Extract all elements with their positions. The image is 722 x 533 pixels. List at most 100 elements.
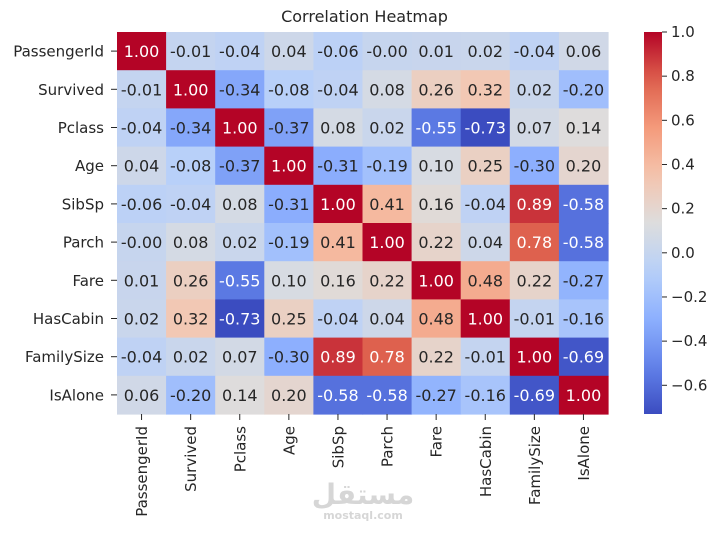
cell-value-label: 0.16 <box>320 271 356 290</box>
cell-value-label: -0.01 <box>121 80 162 99</box>
heatmap-cell <box>166 261 216 300</box>
heatmap-cell <box>117 32 167 71</box>
cell-value-label: -0.06 <box>121 195 162 214</box>
cell-value-label: -0.06 <box>317 42 358 61</box>
colorbar-tick-label: 0.6 <box>671 111 695 129</box>
heatmap-cell <box>558 70 609 109</box>
row-label: Fare <box>72 272 104 290</box>
heatmap-cell <box>264 146 314 186</box>
cell-value-label: -0.04 <box>465 195 506 214</box>
heatmap-cell <box>558 32 609 71</box>
cell-value-label: 0.02 <box>222 233 258 252</box>
cell-value-label: -0.00 <box>366 42 407 61</box>
cell-value-label: -0.73 <box>219 310 260 329</box>
cell-value-label: 0.22 <box>517 271 553 290</box>
heatmap-cell <box>411 32 462 71</box>
cell-value-label: -0.37 <box>268 119 309 138</box>
heatmap-cell <box>509 299 560 339</box>
heatmap-cell <box>558 375 609 415</box>
heatmap-cell <box>215 261 265 300</box>
heatmap-cell <box>362 337 413 377</box>
heatmap-cell <box>558 261 609 300</box>
heatmap-cell <box>362 32 413 71</box>
heatmap-cell <box>509 70 560 109</box>
cell-value-label: 0.06 <box>566 42 602 61</box>
heatmap-cell <box>215 32 265 71</box>
cell-value-label: -0.04 <box>514 42 555 61</box>
heatmap-cell <box>558 337 609 377</box>
watermark-arabic: مستقل <box>312 478 414 511</box>
cell-value-label: 0.01 <box>418 42 454 61</box>
heatmap-cell <box>117 261 167 300</box>
heatmap-cell <box>264 184 314 224</box>
column-label: IsAlone <box>575 426 593 481</box>
cell-value-label: -0.04 <box>121 119 162 138</box>
cell-value-label: 1.00 <box>467 310 503 329</box>
column-labels: PassengerId Survived Pclass Age SibSp Parch Fa… <box>133 414 593 517</box>
heatmap-cell <box>558 108 609 148</box>
heatmap-cell <box>509 337 560 377</box>
heatmap-cell <box>558 223 609 262</box>
watermark-logo: مستقل mostaql.com <box>312 478 414 522</box>
cell-value-label: -0.19 <box>366 157 407 176</box>
cell-value-label: -0.58 <box>563 195 604 214</box>
cell-value-label: 0.01 <box>124 271 160 290</box>
row-label: Survived <box>38 81 104 99</box>
heatmap-cell <box>215 70 265 109</box>
cell-value-label: 1.00 <box>222 119 258 138</box>
colorbar-ticks: 1.0 0.8 0.6 0.4 0.2 0.0 −0.2 −0.4 −0.6 <box>662 23 707 394</box>
cell-value-label: 0.02 <box>369 119 405 138</box>
heatmap-cell <box>166 375 216 415</box>
heatmap-cell <box>460 184 511 224</box>
cell-value-label: 0.10 <box>418 157 454 176</box>
heatmap-cell <box>460 261 511 300</box>
colorbar-tick-label: −0.6 <box>671 376 707 394</box>
cell-value-label: 0.41 <box>320 233 356 252</box>
heatmap-cell <box>166 299 216 339</box>
heatmap-cell <box>509 261 560 300</box>
cell-value-label: -0.20 <box>170 386 211 405</box>
cell-value-label: -0.01 <box>465 348 506 367</box>
cell-value-label: 0.16 <box>418 195 454 214</box>
heatmap-cell <box>313 146 364 186</box>
heatmap-cell <box>362 184 413 224</box>
row-label: FamilySize <box>25 348 104 366</box>
heatmap-cell <box>313 184 364 224</box>
cell-value-label: -0.19 <box>268 233 309 252</box>
heatmap-cell <box>411 375 462 415</box>
cell-value-label: 1.00 <box>517 348 553 367</box>
cell-value-label: -0.27 <box>563 271 604 290</box>
heatmap-cell <box>264 223 314 262</box>
row-label: Age <box>75 157 104 175</box>
cell-value-label: -0.37 <box>219 157 260 176</box>
colorbar-tick-label: 0.4 <box>671 155 695 173</box>
cell-value-label: 0.32 <box>173 310 209 329</box>
cell-value-label: -0.69 <box>514 386 555 405</box>
cell-value-label: -0.30 <box>268 348 309 367</box>
cell-value-label: 0.02 <box>517 80 553 99</box>
cell-value-label: 0.02 <box>467 42 503 61</box>
cell-value-label: 0.02 <box>173 348 209 367</box>
cell-value-label: 0.32 <box>467 80 503 99</box>
heatmap-cell <box>117 70 167 109</box>
cell-value-label: 0.07 <box>517 119 553 138</box>
cell-value-label: -0.69 <box>563 348 604 367</box>
heatmap-cell <box>460 108 511 148</box>
colorbar-tick-label: 0.0 <box>671 244 695 262</box>
heatmap-cell <box>215 223 265 262</box>
heatmap-cell <box>558 184 609 224</box>
column-label: FamilySize <box>526 426 544 505</box>
cell-value-label: 0.08 <box>320 119 356 138</box>
heatmap-cell <box>313 299 364 339</box>
heatmap-cell <box>362 70 413 109</box>
colorbar <box>644 32 662 414</box>
row-label: Pclass <box>58 119 104 137</box>
cell-value-label: -0.04 <box>121 348 162 367</box>
column-label: PassengerId <box>133 426 151 517</box>
column-label: HasCabin <box>477 426 495 497</box>
cell-value-label: -0.30 <box>514 157 555 176</box>
colorbar-tick-label: −0.4 <box>671 332 707 350</box>
heatmap-cell <box>411 184 462 224</box>
heatmap-cell <box>411 70 462 109</box>
cell-value-label: 0.26 <box>173 271 209 290</box>
